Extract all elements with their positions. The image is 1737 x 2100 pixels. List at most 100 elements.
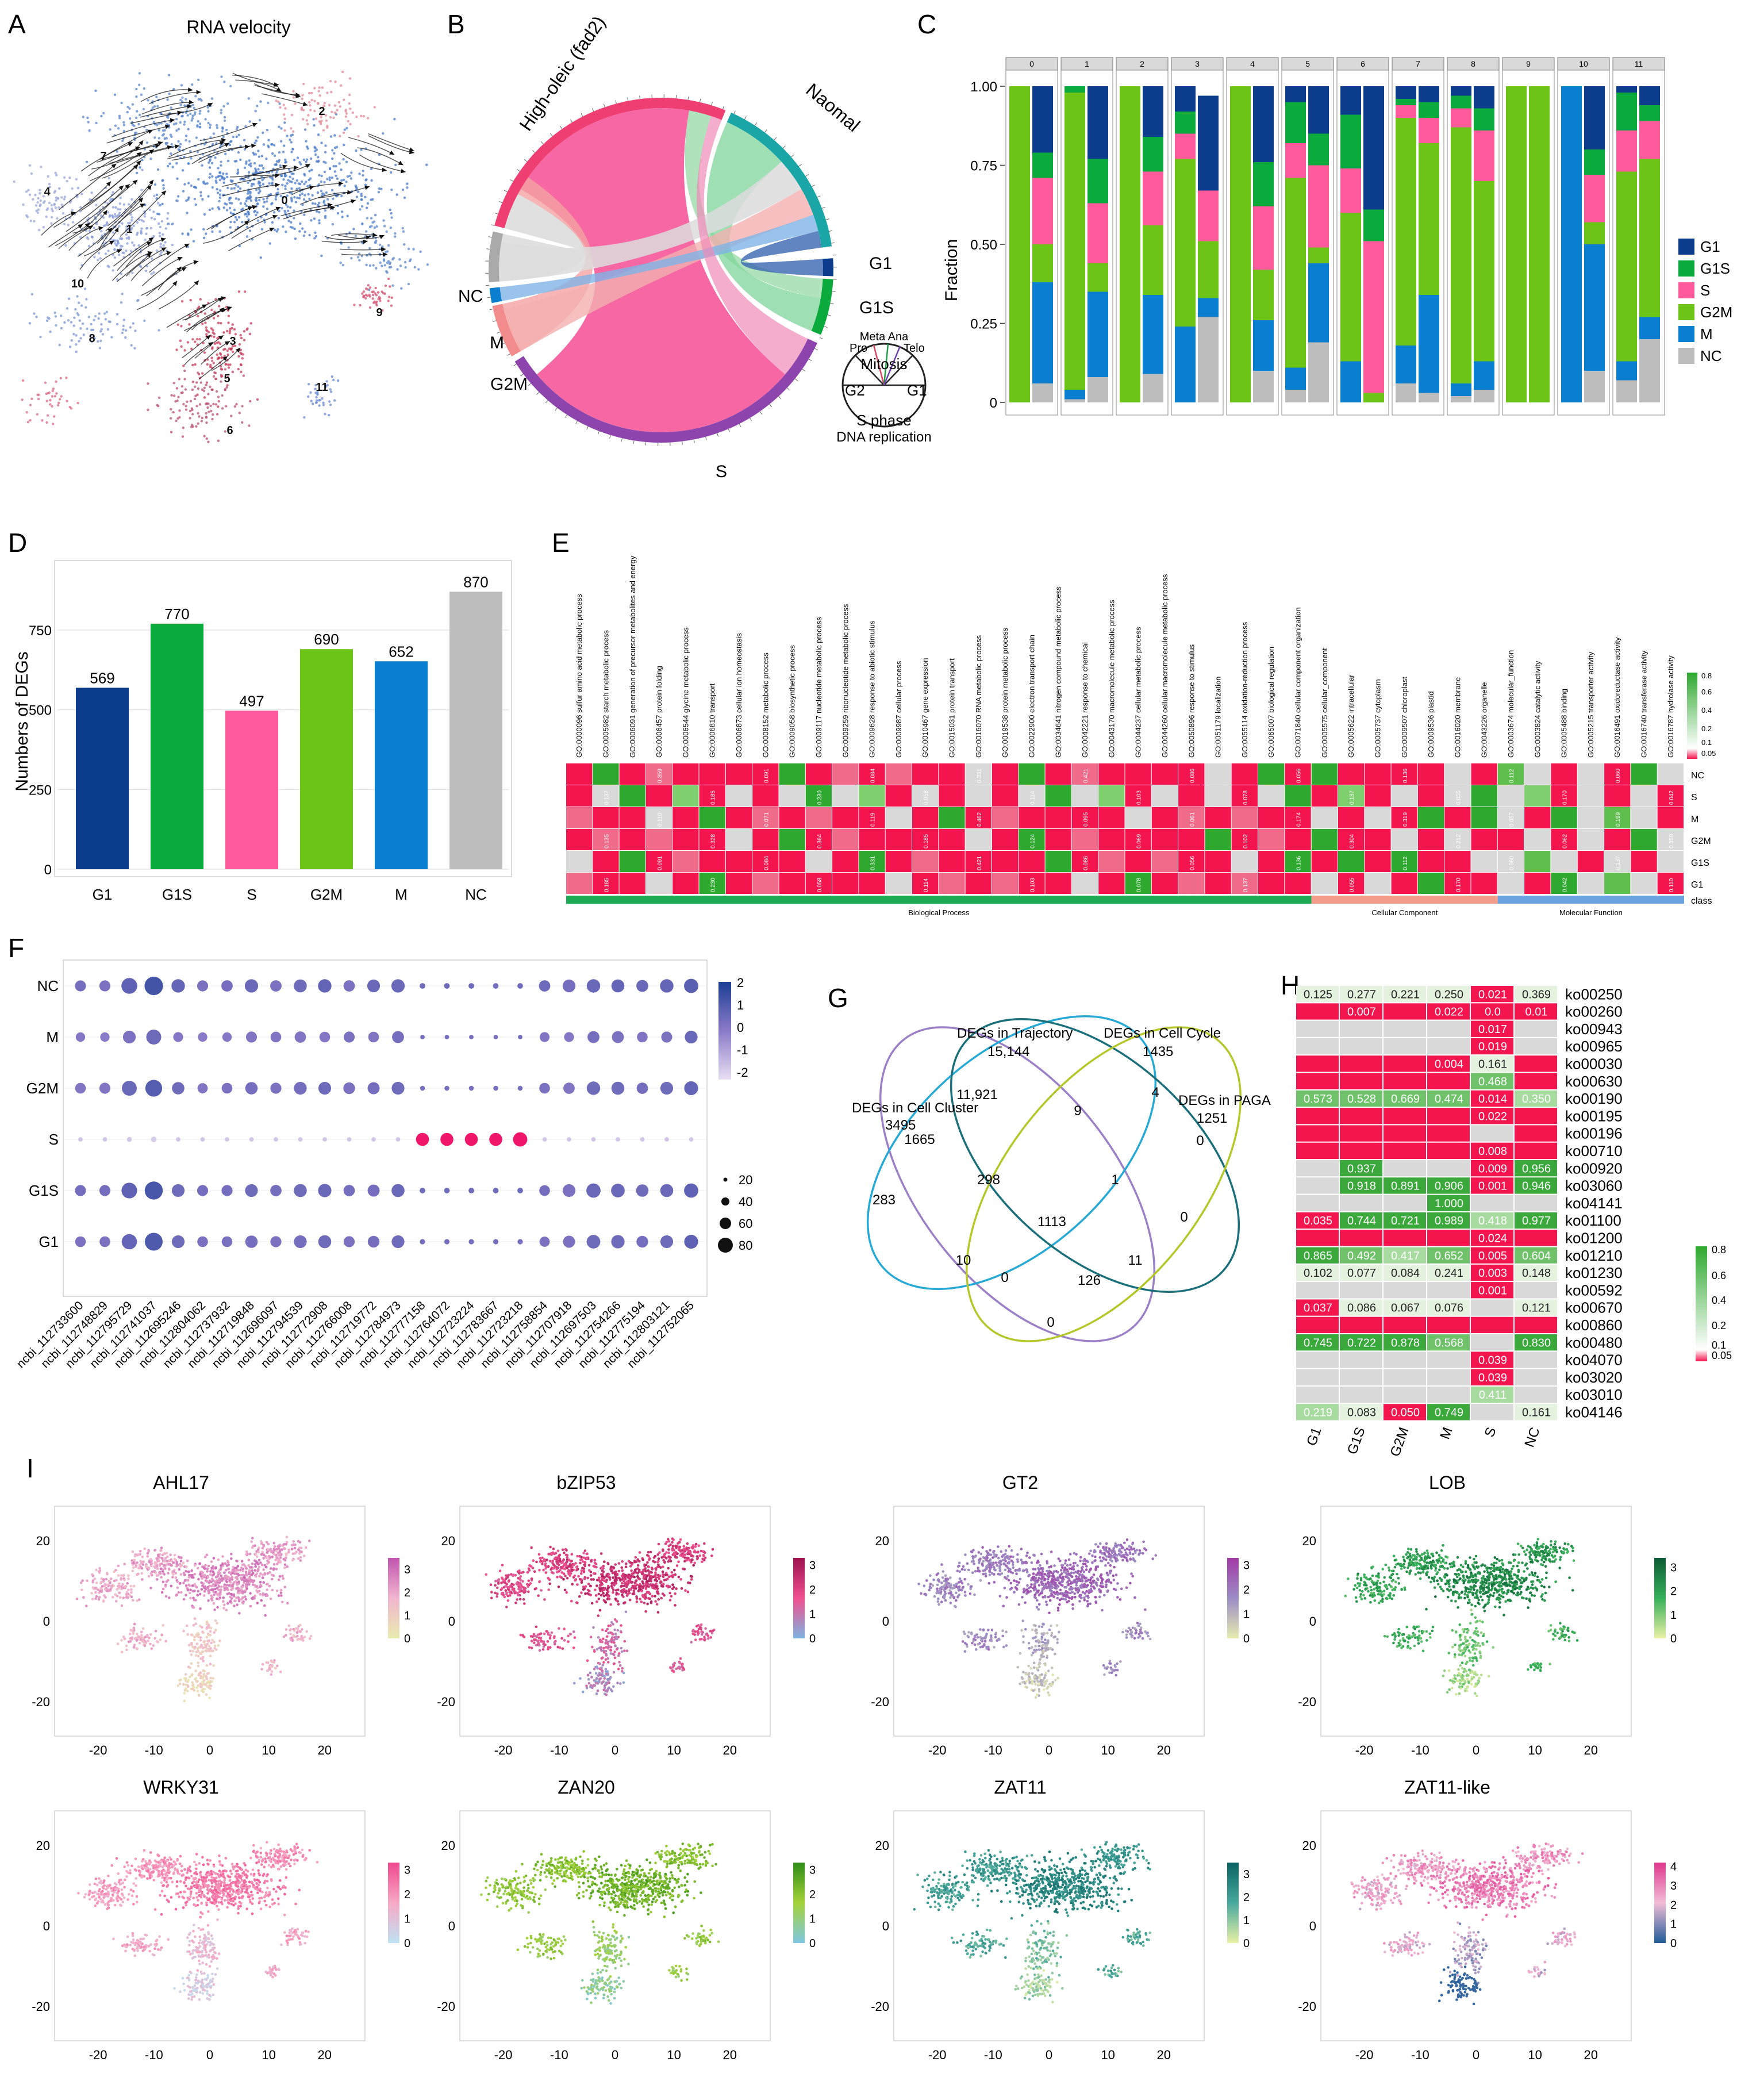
- feature-plot-point: [207, 1645, 211, 1648]
- feature-plot-point: [131, 1550, 134, 1553]
- panel-a-cell-point: [42, 226, 45, 229]
- feature-plot-point: [127, 1577, 130, 1580]
- feature-plot-point: [279, 1552, 282, 1556]
- panel-f-dot: [318, 1184, 332, 1197]
- panel-a-cell-point: [229, 348, 233, 351]
- panel-e-cell: [1365, 851, 1391, 872]
- panel-a-velocity-stream: [87, 249, 122, 279]
- panel-a-cell-point: [240, 336, 243, 340]
- feature-plot-point: [172, 1561, 175, 1564]
- panel-e-cell: [1497, 807, 1524, 828]
- panel-a-cell-point: [350, 171, 353, 174]
- panel-h-cell-value: 0.037: [1304, 1302, 1332, 1315]
- panel-e-cell: [1417, 763, 1444, 785]
- feature-plot-point: [652, 1575, 655, 1579]
- panel-e-cell: [1125, 873, 1151, 894]
- panel-e-cell: [752, 807, 779, 828]
- panel-a-cell-point: [201, 198, 204, 201]
- panel-a-cell-point: [225, 209, 229, 212]
- feature-plot-scale-tick: 2: [404, 1587, 410, 1599]
- panel-b-tick: [501, 343, 505, 345]
- panel-c-bar-segment: [1616, 130, 1637, 172]
- panel-a-cell-point: [329, 404, 332, 406]
- panel-a-cell-point: [181, 232, 184, 235]
- panel-f-size-dot: [720, 1218, 731, 1229]
- panel-f-dot: [489, 1132, 502, 1146]
- panel-a-cell-point: [249, 162, 252, 165]
- panel-a-cell-point: [314, 235, 318, 238]
- panel-a-velocity-arrowhead: [149, 149, 155, 154]
- panel-a-cell-point: [204, 118, 207, 121]
- feature-plot-point: [646, 1602, 649, 1606]
- feature-plot-point: [267, 1554, 271, 1558]
- panel-a-cell-point: [125, 233, 128, 236]
- panel-f-dot: [371, 1137, 376, 1142]
- panel-a-cell-point: [37, 197, 40, 200]
- feature-plot-point: [296, 1627, 299, 1630]
- panel-a-cell-point: [309, 104, 312, 107]
- feature-plot-point: [236, 1577, 239, 1580]
- panel-h-cell-value: 0.005: [1478, 1250, 1507, 1262]
- panel-a-cell-point: [76, 295, 79, 298]
- panel-c-bar-segment: [1474, 181, 1494, 362]
- panel-a-cell-point: [179, 98, 182, 102]
- panel-f-dot: [270, 1082, 282, 1094]
- panel-c-bar-segment: [1396, 383, 1416, 402]
- panel-a-cell-point: [241, 208, 244, 210]
- panel-a-cell-point: [325, 191, 328, 194]
- panel-a-cell-point: [162, 184, 165, 187]
- panel-a-cell-point: [283, 144, 286, 147]
- panel-h-cell: [1296, 986, 1339, 1003]
- panel-e-cell: [912, 763, 939, 785]
- panel-a-cell-point: [160, 220, 164, 223]
- panel-a-cell-point: [373, 226, 376, 229]
- panel-h-cell-value: 0.946: [1522, 1180, 1551, 1193]
- panel-a-cell-point: [145, 227, 148, 230]
- feature-plot-point: [156, 1641, 160, 1644]
- feature-plot-point: [582, 1567, 586, 1571]
- panel-d-value-label: 569: [90, 669, 114, 686]
- panel-a-cell-point: [99, 330, 102, 333]
- panel-b-tick: [739, 424, 741, 427]
- panel-a-cell-point: [47, 175, 49, 178]
- feature-plot-point: [205, 1693, 208, 1696]
- panel-a-velocity-arrowhead: [275, 183, 280, 187]
- panel-f-dot: [343, 1082, 355, 1095]
- panel-a-cell-point: [334, 80, 337, 83]
- panel-e-cell-value: 0.061: [1189, 812, 1196, 827]
- panel-e-row-label: NC: [1691, 771, 1704, 781]
- feature-plot-point: [194, 1645, 197, 1649]
- panel-a-velocity-arrowhead: [118, 185, 124, 190]
- panel-a-cell-point: [100, 114, 103, 118]
- feature-plot-point: [245, 1579, 249, 1582]
- panel-a-cell-point: [168, 74, 171, 76]
- panel-a-velocity-arrowhead: [364, 185, 370, 190]
- panel-e-cell-value: 0.091: [657, 856, 663, 870]
- panel-a-cell-point: [217, 341, 220, 344]
- feature-plot-point: [225, 1584, 229, 1587]
- feature-plot-point: [236, 1569, 240, 1572]
- feature-plot-point: [241, 1563, 244, 1566]
- panel-a-cell-point: [197, 78, 200, 81]
- panel-a-velocity-arrowhead: [138, 197, 143, 203]
- panel-e-cell: [1285, 807, 1311, 828]
- panel-a-velocity-arrowhead: [363, 239, 368, 244]
- panel-f-dot: [539, 1032, 550, 1042]
- feature-plot-point: [101, 1585, 104, 1588]
- panel-f-row-label: G2M: [26, 1080, 59, 1097]
- panel-h-cell-value: 0.161: [1478, 1058, 1507, 1071]
- panel-c-facet-label: 0: [1029, 59, 1034, 68]
- panel-a-cell-point: [283, 121, 286, 124]
- panel-e-cell: [1631, 763, 1657, 785]
- panel-a-cell-point: [117, 213, 120, 217]
- panel-a-velocity-arrowhead: [382, 252, 387, 257]
- panel-a-cell-point: [60, 204, 63, 206]
- feature-plot-point: [160, 1591, 164, 1594]
- feature-plot-point: [209, 1630, 212, 1633]
- panel-h-cell: [1340, 1108, 1382, 1124]
- panel-a-cell-point: [332, 116, 335, 120]
- feature-plot-point: [110, 1577, 113, 1580]
- panel-a-cell-point: [209, 404, 212, 408]
- feature-plot-point: [152, 1644, 155, 1647]
- feature-plot-point: [206, 1672, 209, 1675]
